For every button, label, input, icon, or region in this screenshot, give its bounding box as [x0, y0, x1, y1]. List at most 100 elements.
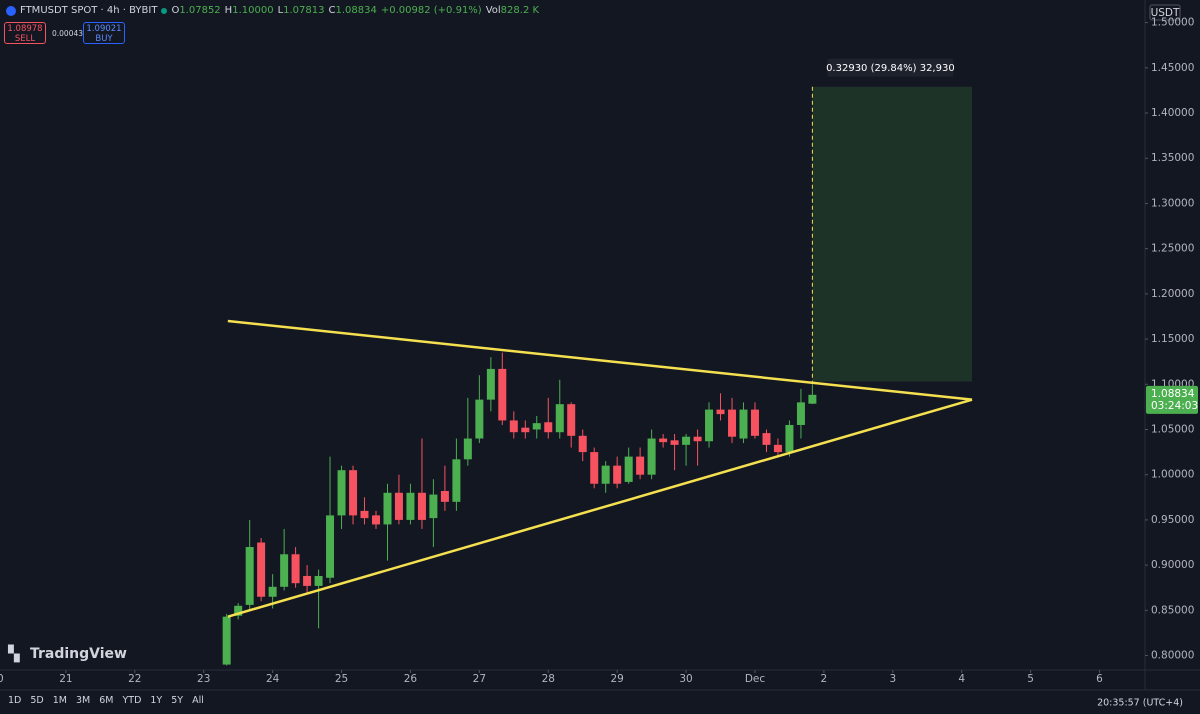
- x-tick-label: 25: [335, 673, 348, 685]
- buy-button[interactable]: 1.09021 BUY: [83, 22, 125, 44]
- x-tick-label: 28: [542, 673, 555, 685]
- sell-price[interactable]: 1.08978: [7, 24, 43, 34]
- candle-body: [429, 494, 438, 519]
- c-label: C: [328, 5, 336, 16]
- y-tick-label: 1.30000: [1151, 197, 1194, 209]
- candle-body: [406, 492, 415, 520]
- range-button[interactable]: 6M: [99, 695, 114, 706]
- range-button[interactable]: 5D: [30, 695, 44, 706]
- last-price-box: [1146, 385, 1198, 414]
- candle-body: [705, 409, 714, 442]
- candle-body: [796, 402, 805, 425]
- candle-body: [808, 394, 817, 404]
- candle-body: [257, 542, 266, 597]
- last-price: 1.08834: [1151, 388, 1195, 400]
- y-tick-label: 1.50000: [1151, 17, 1194, 29]
- symbol[interactable]: FTMUSDT SPOT · 4h · BYBIT: [20, 5, 158, 16]
- spread: 0.00043: [52, 29, 84, 38]
- countdown: 03:24:03: [1151, 400, 1198, 412]
- plot: 0.32930 (29.84%) 32,930: [222, 58, 973, 666]
- x-tick-label: 3: [889, 673, 896, 685]
- range-button[interactable]: 5Y: [171, 695, 184, 706]
- candle-body: [521, 427, 530, 433]
- candle-body: [314, 575, 323, 586]
- range-button[interactable]: YTD: [122, 695, 142, 706]
- x-tick-label: 27: [473, 673, 486, 685]
- candle-body: [532, 423, 541, 430]
- range-button[interactable]: 1M: [52, 695, 67, 706]
- candle-body: [291, 554, 300, 584]
- candle-body: [371, 515, 380, 525]
- x-tick-label: 29: [610, 673, 623, 685]
- candle-body: [647, 438, 656, 475]
- y-tick-label: 1.05000: [1151, 423, 1194, 435]
- y-tick-label: 0.80000: [1151, 650, 1194, 662]
- position-label-box: [827, 58, 954, 77]
- y-tick-label: 1.00000: [1151, 469, 1194, 481]
- range-toolbar: 1D 5D 1M 3M 6M YTD 1Y 5Y All: [8, 695, 204, 706]
- candle-body: [383, 492, 392, 525]
- candle-body: [624, 456, 633, 482]
- candle-body: [475, 399, 484, 439]
- range-button[interactable]: 1Y: [150, 695, 163, 706]
- candle-body: [417, 492, 426, 520]
- trend-line: [227, 319, 973, 401]
- x-tick-label: 5: [1027, 673, 1034, 685]
- candle-body: [326, 515, 335, 578]
- candle-body: [590, 452, 599, 484]
- candle-body: [360, 510, 369, 519]
- brand-logo: ▚: [7, 645, 20, 663]
- candle-body: [463, 438, 472, 460]
- candle-body: [234, 605, 243, 616]
- y-tick-label: 1.40000: [1151, 107, 1194, 119]
- candle-body: [268, 586, 277, 597]
- y-tick-label: 1.45000: [1151, 62, 1194, 74]
- candle-body: [303, 575, 312, 586]
- c-value: 1.08834: [335, 5, 377, 16]
- header: FTMUSDT SPOT · 4h · BYBIT O1.07852 H1.10…: [6, 5, 539, 16]
- range-button[interactable]: All: [192, 695, 204, 706]
- range-button[interactable]: 3M: [75, 695, 91, 706]
- l-value: 1.07813: [283, 5, 325, 16]
- candle-body: [659, 438, 668, 443]
- candle-body: [452, 459, 461, 502]
- sell-button[interactable]: 1.08978 SELL: [4, 22, 46, 44]
- candle-body: [601, 465, 610, 484]
- buy-label[interactable]: BUY: [95, 34, 113, 44]
- y-tick-label: 0.85000: [1151, 604, 1194, 616]
- brand: TradingView: [30, 646, 127, 662]
- trend-line: [227, 398, 973, 618]
- o-label: O: [171, 5, 180, 16]
- range-button[interactable]: 1D: [8, 695, 22, 706]
- candle-body: [280, 554, 289, 587]
- currency[interactable]: USDT: [1151, 7, 1180, 19]
- candle-body: [394, 492, 403, 520]
- y-tick-label: 1.25000: [1151, 243, 1194, 255]
- candle-body: [509, 420, 518, 433]
- candle-body: [739, 409, 748, 439]
- x-tick-label: 22: [128, 673, 141, 685]
- y-tick-label: 1.15000: [1151, 333, 1194, 345]
- currency-box[interactable]: [1149, 4, 1181, 21]
- y-tick-label: 0.90000: [1151, 559, 1194, 571]
- candle-body: [349, 470, 358, 516]
- x-tick-label: 24: [266, 673, 280, 685]
- x-tick-label: 20: [0, 673, 4, 685]
- symbol-icon: [6, 5, 16, 16]
- sell-label[interactable]: SELL: [14, 34, 36, 44]
- candle-body: [762, 433, 771, 445]
- h-label: H: [224, 5, 233, 16]
- candle-body: [567, 404, 576, 436]
- candle-body: [440, 490, 449, 502]
- candle-body: [544, 422, 553, 433]
- candle-body: [486, 368, 495, 400]
- candle-body: [693, 436, 702, 442]
- buy-price[interactable]: 1.09021: [86, 24, 122, 34]
- x-tick-label: 30: [679, 673, 692, 685]
- candle-body: [785, 424, 794, 453]
- candle-body: [682, 436, 691, 445]
- position-label: 0.32930 (29.84%) 32,930: [826, 63, 955, 74]
